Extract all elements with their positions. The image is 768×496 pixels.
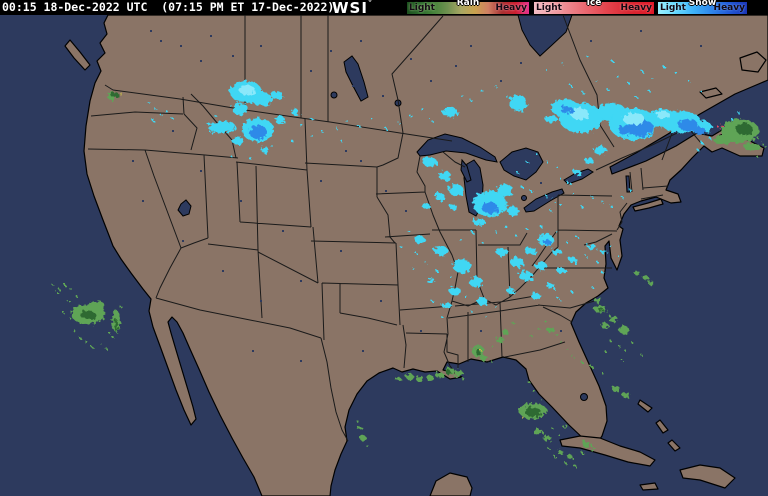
- lake-erie: [523, 188, 565, 213]
- bahamas-1: [637, 399, 653, 413]
- bahamas-2: [655, 419, 669, 434]
- hudson-bay: [517, 14, 573, 57]
- us-canada-border: [104, 84, 453, 142]
- lake-manitoba: [330, 91, 338, 99]
- legend-rain-title: Rain: [456, 0, 480, 8]
- legend-ice-light-label: Light: [536, 3, 562, 13]
- legend-rain: Light Heavy Rain: [407, 0, 529, 15]
- wsi-logo: WSI°: [332, 0, 373, 17]
- legend-ice-title: Ice: [586, 0, 602, 8]
- us-state-borders: [87, 93, 669, 442]
- legend-ice-heavy-label: Heavy: [620, 3, 652, 13]
- rain-heavy-areas: [80, 92, 752, 417]
- header-bar: 00:15 18-Dec-2022 UTC (07:15 PM ET 17-De…: [0, 0, 768, 17]
- legend-rain-heavy-label: Heavy: [495, 3, 527, 13]
- legend-rain-gradient-bar: [407, 2, 529, 14]
- inland-water-dots: [132, 30, 702, 402]
- anticosti-island: [699, 87, 723, 99]
- lake-st-clair: [521, 195, 527, 201]
- yucatan: [429, 472, 473, 496]
- legend-snow-heavy-label: Heavy: [713, 3, 745, 13]
- vancouver-island: [64, 39, 91, 71]
- legend-snow: Light Heavy Snow: [658, 0, 747, 15]
- legend-ice: Light Heavy Ice: [534, 0, 654, 15]
- lake-champlain: [625, 175, 631, 193]
- lake-winnipeg: [343, 55, 369, 102]
- borders-layer: [87, 14, 702, 442]
- legend-snow-title: Snow: [688, 0, 717, 8]
- long-island: [632, 198, 664, 212]
- wsi-logo-text: WSI: [332, 0, 368, 17]
- hispaniola: [679, 464, 736, 489]
- lakes-layer: [177, 14, 631, 401]
- legend-snow-light-label: Light: [660, 3, 686, 13]
- rain-intense-dots: [120, 93, 524, 419]
- lake-superior: [416, 133, 498, 163]
- precipitation-layer: [52, 55, 766, 468]
- jamaica: [639, 482, 659, 491]
- great-salt-lake: [177, 199, 192, 217]
- ice-dots: [718, 125, 723, 129]
- lake-okeechobee: [580, 393, 588, 401]
- green-bay: [460, 158, 472, 183]
- legend-snow-gradient-bar: [658, 2, 747, 14]
- lake-huron: [499, 147, 544, 181]
- newfoundland: [739, 51, 767, 73]
- wsi-logo-degree-mark: °: [367, 0, 373, 7]
- bahamas-3: [667, 439, 681, 452]
- legend-ice-gradient-bar: [534, 2, 654, 14]
- snow-bright-cores: [239, 85, 670, 125]
- timestamp-label: 00:15 18-Dec-2022 UTC (07:15 PM ET 17-De…: [2, 0, 335, 14]
- legend-rain-light-label: Light: [409, 3, 435, 13]
- canada-province-borders: [244, 14, 702, 171]
